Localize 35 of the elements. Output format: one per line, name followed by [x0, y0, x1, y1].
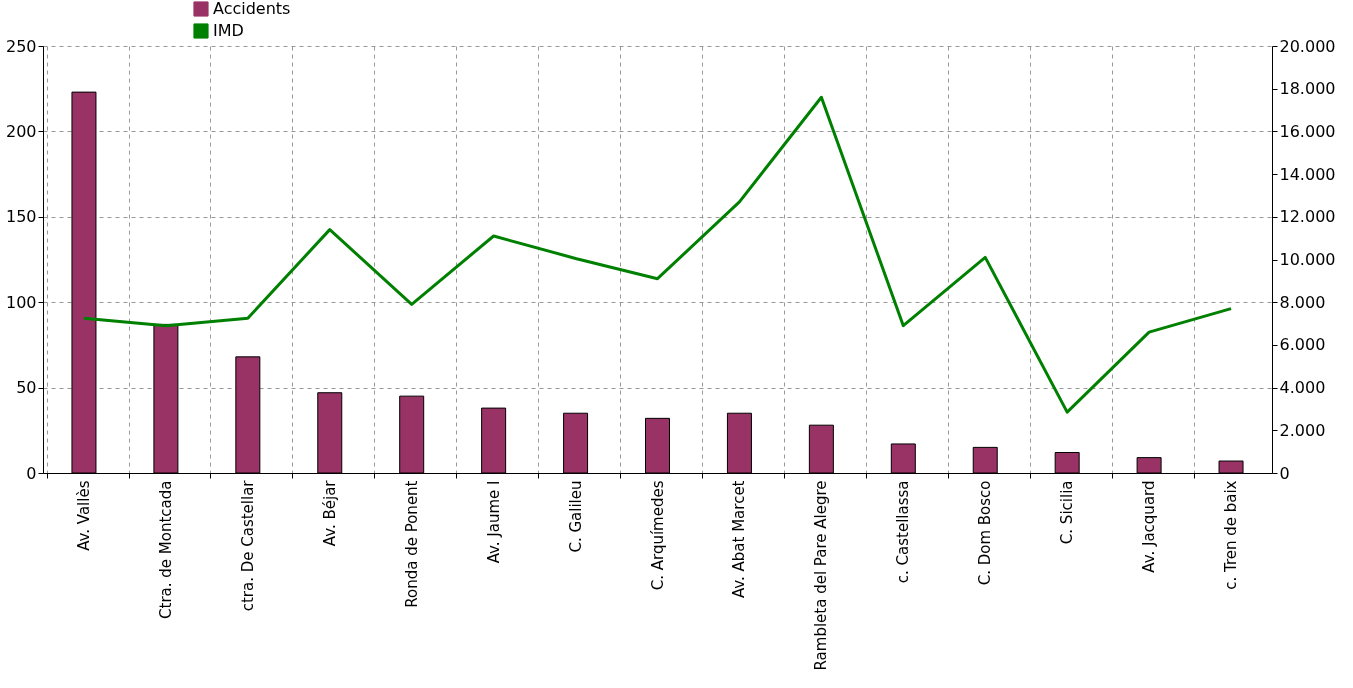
x-tick-label: Av. Abat Marcet: [730, 480, 749, 599]
y-tick-label: 150: [5, 207, 37, 227]
y2-tick-label: 12.000: [1279, 207, 1336, 227]
y2-tick-label: 8.000: [1279, 292, 1326, 312]
y2-tick-label: 20.000: [1279, 36, 1336, 56]
y2-tick-label: 0: [1279, 463, 1290, 483]
x-tick-label: Av. Jacquard: [1140, 480, 1159, 573]
x-tick-label: Ronda de Ponent: [402, 480, 421, 608]
x-tick-label: C. Dom Bosco: [976, 480, 995, 586]
x-tick-label: C. Sicilia: [1058, 480, 1077, 545]
x-tick-label: c. Tren de baix: [1222, 480, 1241, 590]
y2-tick-label: 4.000: [1279, 378, 1326, 398]
y-tick-label: 50: [16, 378, 37, 398]
y2-tick-label: 14.000: [1279, 164, 1336, 184]
x-tick-label: C. Galileu: [566, 480, 585, 553]
y-tick-label: 250: [5, 36, 37, 56]
y2-tick-label: 2.000: [1279, 420, 1326, 440]
y-tick-label: 0: [26, 463, 37, 483]
y-tick-label: 200: [5, 121, 37, 141]
line-series: [82, 95, 1233, 414]
y2-tick-label: 10.000: [1279, 250, 1336, 269]
x-tick-label: Av. Vallès: [74, 480, 93, 551]
x-tick-label: c. Castellassa: [894, 480, 913, 584]
legend-label: IMD: [213, 21, 244, 40]
x-tick-label: C. Arquímedes: [648, 480, 667, 591]
x-tick-label: Rambleta del Pare Alegre: [812, 480, 831, 671]
y2-tick-label: 6.000: [1279, 335, 1326, 355]
y2-tick-label: 18.000: [1279, 79, 1336, 99]
x-tick-label: Av. Jaume I: [484, 480, 503, 564]
legend-label: Accidents: [213, 0, 291, 18]
y2-tick-label: 16.000: [1279, 121, 1336, 141]
x-tick-label: ctra. De Castellar: [238, 479, 257, 612]
x-tick-label: Ctra. de Montcada: [156, 480, 175, 619]
x-tick-label: Av. Béjar: [320, 479, 339, 547]
y-tick-label: 100: [5, 292, 37, 312]
